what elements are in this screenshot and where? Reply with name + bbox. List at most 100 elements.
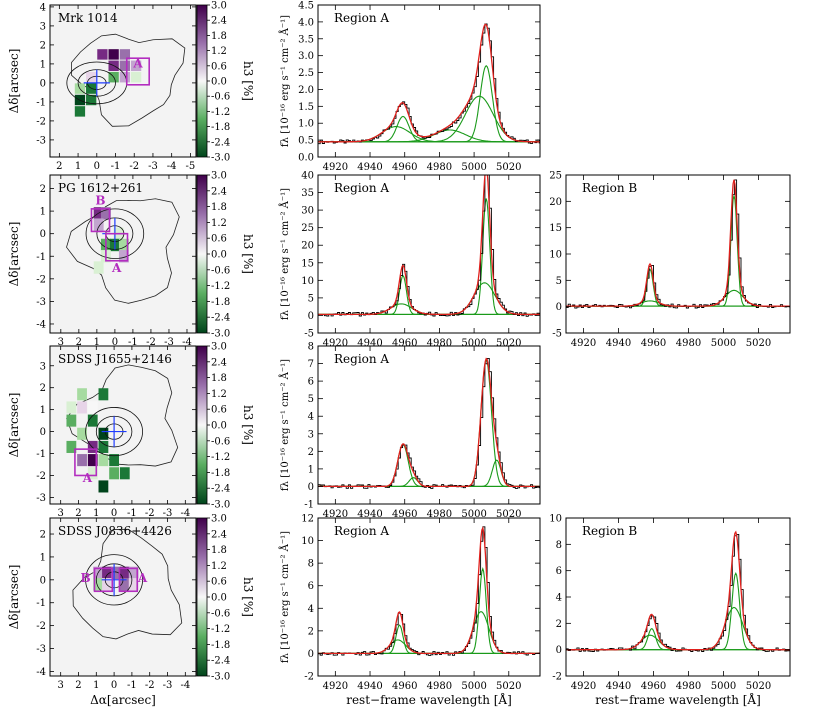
y-tick-label: -4 (36, 667, 46, 678)
y-tick-label: 4.0 (298, 17, 314, 28)
map-title: Mrk 1014 (58, 11, 118, 25)
y-tick-label: -1 (36, 252, 46, 263)
y-tick-label: 5 (556, 276, 562, 287)
x-tick-label: 5000 (461, 681, 486, 692)
map-pixel (120, 467, 130, 479)
map-panel (50, 5, 210, 157)
y-tick-label: 1 (40, 59, 46, 70)
colorbar-tick-label: 0.6 (211, 577, 227, 588)
y-tick-label: 4 (40, 2, 46, 13)
map-pixel (120, 72, 130, 82)
x-tick-label: 5000 (461, 338, 486, 349)
map-panel (50, 175, 210, 333)
spectrum-title: Region A (334, 524, 389, 538)
spectrum-ylabel: fλ [10⁻¹⁶ erg s⁻¹ cm⁻² Å⁻¹] (279, 15, 291, 147)
x-tick-label: 4920 (571, 338, 596, 349)
colorbar-tick-label: -3.0 (211, 329, 230, 340)
spectrum-panel (566, 518, 790, 676)
region-label: A (82, 471, 93, 485)
map-pixel (109, 467, 119, 479)
x-tick-label: 4980 (676, 338, 701, 349)
colorbar-tick-label: 0.0 (211, 421, 227, 432)
x-tick-label: -3 (163, 680, 173, 691)
colorbar-tick-label: -2.4 (211, 313, 230, 324)
y-tick-label: 10 (301, 536, 314, 547)
y-tick-label: 1 (40, 405, 46, 416)
colorbar (197, 5, 207, 157)
colorbar-tick-label: 0.0 (211, 250, 227, 261)
y-tick-label: 0 (308, 649, 314, 660)
y-tick-label: 25 (301, 223, 314, 234)
map-title: SDSS J1655+2146 (58, 352, 172, 366)
y-tick-label: 2.5 (298, 68, 314, 79)
y-tick-label: -1 (36, 598, 46, 609)
map-pixel (88, 401, 98, 413)
colorbar-tick-label: 0.0 (211, 593, 227, 604)
y-tick-label: 25 (549, 171, 562, 182)
region-label: A (137, 571, 148, 585)
x-tick-label: 5000 (461, 509, 486, 520)
x-tick-label: 3 (57, 680, 63, 691)
y-tick-label: 2 (40, 40, 46, 51)
y-tick-label: 35 (301, 188, 314, 199)
x-tick-label: 1 (93, 680, 99, 691)
y-tick-label: 0 (40, 78, 46, 89)
y-tick-label: 0.5 (298, 136, 314, 147)
x-tick-label: -3 (163, 508, 173, 519)
colorbar-tick-label: 1.2 (211, 218, 227, 229)
y-tick-label: 6 (308, 581, 314, 592)
colorbar-tick-label: -1.2 (211, 107, 230, 118)
y-tick-label: -2 (304, 672, 314, 683)
region-label: A (132, 57, 143, 71)
x-tick-label: 2 (75, 680, 81, 691)
spectrum-title: Region A (334, 352, 389, 366)
map-pixel (66, 401, 76, 413)
x-tick-label: -1 (127, 508, 137, 519)
map-pixel (99, 388, 109, 400)
y-tick-label: 2 (308, 447, 314, 458)
y-tick-label: -2 (36, 471, 46, 482)
x-tick-label: -4 (167, 161, 177, 172)
x-tick-label: 4960 (392, 681, 417, 692)
colorbar-tick-label: 1.2 (211, 389, 227, 400)
map-pixel (131, 72, 141, 82)
map-xlabel: Δα[arcsec] (90, 693, 156, 707)
colorbar-tick-label: 0.0 (211, 77, 227, 88)
spectrum-title: Region B (582, 524, 637, 538)
y-tick-label: 10 (301, 276, 314, 287)
y-tick-label: 4 (308, 604, 314, 615)
x-tick-label: 0 (112, 337, 118, 348)
x-tick-label: 5000 (711, 681, 736, 692)
x-tick-label: 5000 (461, 162, 486, 173)
y-tick-label: 4 (556, 593, 562, 604)
map-ylabel: Δδ[arcsec] (7, 565, 21, 630)
map-pixel (99, 428, 109, 440)
y-tick-label: 15 (549, 223, 562, 234)
region-label: B (95, 193, 105, 207)
colorbar-tick-label: -1.2 (211, 624, 230, 635)
colorbar-tick-label: 1.8 (211, 545, 227, 556)
x-tick-label: -5 (186, 161, 196, 172)
colorbar-tick-label: 1.8 (211, 31, 227, 42)
x-tick-label: 1 (94, 337, 100, 348)
y-tick-label: 0 (556, 302, 562, 313)
colorbar (197, 175, 207, 333)
x-tick-label: -2 (129, 161, 139, 172)
y-tick-label: -5 (552, 329, 562, 340)
colorbar-tick-label: -1.8 (211, 468, 230, 479)
x-tick-label: 4960 (641, 338, 666, 349)
y-tick-label: -4 (36, 319, 46, 330)
y-tick-label: -1 (304, 500, 314, 511)
x-tick-label: 5020 (496, 162, 521, 173)
map-pixel (108, 49, 118, 59)
colorbar-tick-label: 1.8 (211, 202, 227, 213)
x-tick-label: 4920 (323, 509, 348, 520)
y-tick-label: 2 (40, 184, 46, 195)
x-tick-label: 1 (93, 508, 99, 519)
x-tick-label: 2 (76, 337, 82, 348)
x-tick-label: 4920 (323, 162, 348, 173)
y-tick-label: 15 (301, 258, 314, 269)
colorbar-tick-label: 3.0 (211, 342, 227, 353)
spectrum-ylabel: fλ [10⁻¹⁶ erg s⁻¹ cm⁻² Å⁻¹] (279, 359, 291, 491)
map-panel (50, 518, 210, 676)
